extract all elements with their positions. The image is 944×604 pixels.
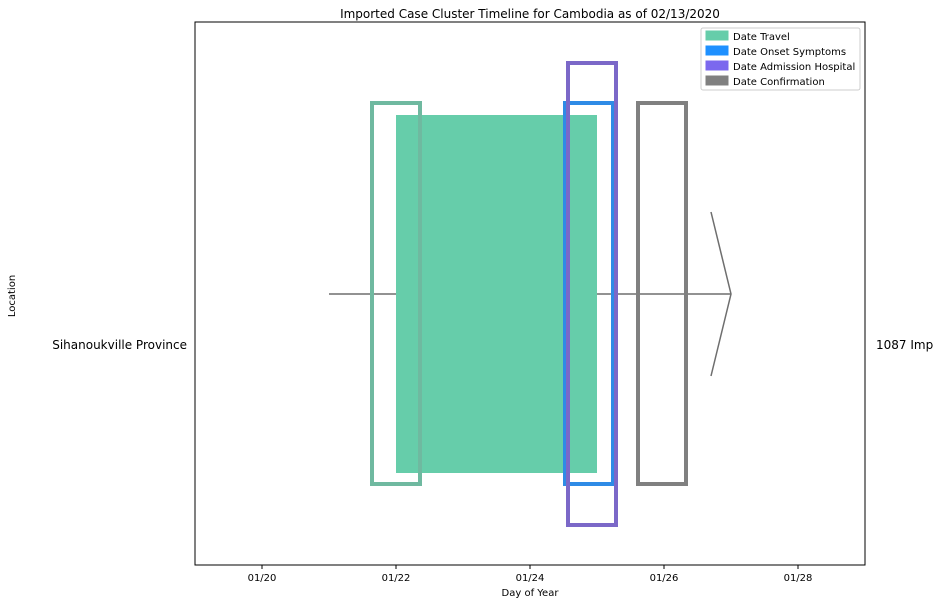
chart-title: Imported Case Cluster Timeline for Cambo…: [340, 7, 720, 21]
row-case-label: 1087 Imp: [876, 338, 933, 352]
x-tick-label: 01/28: [784, 573, 813, 584]
legend-swatch: [705, 75, 729, 86]
legend-label: Date Admission Hospital: [733, 62, 855, 73]
legend-label: Date Onset Symptoms: [733, 47, 846, 58]
y-axis-label: Location: [7, 275, 18, 317]
x-tick-label: 01/24: [516, 573, 545, 584]
x-tick-label: 01/26: [650, 573, 679, 584]
legend: Date Travel Date Onset Symptoms Date Admis…: [700, 27, 861, 91]
row-location-label: Sihanoukville Province: [52, 338, 187, 352]
event-marker-date-admission-hospital: [566, 61, 618, 527]
timeline-arrow-head: [710, 211, 732, 377]
legend-swatch: [705, 30, 729, 41]
legend-box: [700, 27, 861, 91]
event-marker-date-confirmation: [636, 101, 688, 486]
x-axis: 01/20 01/22 01/24 01/26 01/28: [248, 565, 813, 584]
x-axis-label: Day of Year: [502, 588, 560, 599]
event-marker-date-onset-symptoms: [563, 101, 615, 486]
x-tick-label: 01/22: [382, 573, 411, 584]
plot-area: [329, 61, 732, 527]
legend-swatch: [705, 60, 729, 71]
legend-swatch: [705, 45, 729, 56]
legend-label: Date Travel: [733, 32, 790, 43]
event-marker-date-travel: [370, 101, 422, 486]
x-tick-label: 01/20: [248, 573, 277, 584]
legend-label: Date Confirmation: [733, 77, 825, 88]
